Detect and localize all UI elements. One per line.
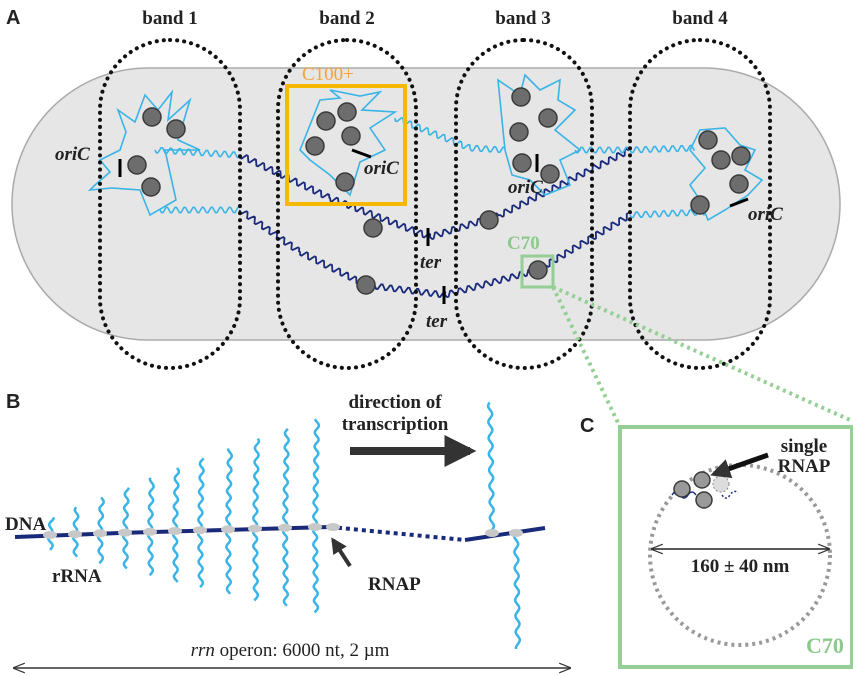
rnap	[193, 526, 207, 534]
band-label: band 4	[672, 8, 728, 29]
band-label: band 2	[319, 8, 374, 29]
strand	[283, 429, 289, 528]
rnap	[308, 523, 322, 531]
rnap	[326, 523, 340, 531]
rnap	[168, 527, 182, 535]
rnap	[696, 492, 712, 508]
gene-name: rrn	[191, 640, 215, 661]
dna	[465, 528, 545, 540]
rnap-label: RNAP	[368, 574, 421, 595]
strand	[514, 532, 520, 649]
strand	[283, 528, 288, 606]
cluster-label: C100+	[302, 64, 354, 85]
strand	[226, 529, 231, 594]
strand	[124, 488, 129, 533]
direction-label: transcription	[342, 414, 449, 435]
band-label: band 3	[495, 8, 550, 29]
operon-text: operon: 6000 nt, 2 µm	[215, 640, 390, 661]
rnap-label: RNAP	[778, 456, 831, 477]
zoom-label: C70	[507, 233, 540, 254]
strand	[173, 468, 179, 531]
dna-label: DNA	[5, 514, 46, 535]
direction-label: direction of	[348, 392, 442, 413]
rnap	[68, 530, 82, 538]
panel-label: B	[6, 391, 20, 413]
dna	[330, 527, 465, 540]
strand	[198, 530, 203, 587]
panel-label: C	[580, 415, 594, 437]
ori-label: oriC	[55, 144, 90, 165]
rnap-label: single	[781, 436, 827, 457]
cluster-label: C70	[806, 633, 844, 658]
ter-label: ter	[426, 311, 448, 332]
strand	[313, 527, 318, 613]
figure: A band 1 band 2 band 3 band 4 C100+ oriC…	[0, 0, 853, 675]
strand	[74, 507, 79, 534]
panel-label: A	[6, 7, 20, 29]
rnap	[93, 529, 107, 537]
arrow	[333, 540, 350, 566]
ori-label: oriC	[508, 177, 543, 198]
strand	[488, 403, 494, 531]
cell	[12, 68, 840, 340]
rrna-label: rRNA	[52, 566, 102, 587]
arrow	[714, 455, 768, 474]
strand	[148, 478, 153, 532]
ori-label: oriC	[364, 158, 399, 179]
dna	[722, 491, 738, 498]
rnap	[278, 524, 292, 532]
operon-label: rrn operon: 6000 nt, 2 µm	[191, 640, 390, 661]
rnap-beads	[43, 523, 523, 539]
strand	[313, 419, 319, 527]
strand	[98, 533, 103, 563]
rnap	[248, 525, 262, 533]
rnap	[221, 525, 235, 533]
strand	[99, 497, 104, 533]
strand	[148, 532, 153, 576]
strand	[123, 533, 128, 569]
rnap	[674, 481, 690, 497]
rnap	[485, 529, 499, 537]
rnap	[713, 476, 729, 492]
strand	[253, 529, 258, 601]
rnap	[143, 528, 157, 536]
band-label: band 1	[142, 8, 197, 29]
ter-label: ter	[420, 252, 442, 273]
strand	[173, 531, 178, 582]
rnap	[118, 529, 132, 537]
rnap	[509, 529, 523, 537]
rnap	[694, 472, 710, 488]
ori-label: oriC	[748, 204, 783, 225]
strand	[226, 448, 232, 529]
diameter-label: 160 ± 40 nm	[691, 556, 790, 577]
strand	[198, 458, 203, 530]
strand	[253, 439, 259, 529]
